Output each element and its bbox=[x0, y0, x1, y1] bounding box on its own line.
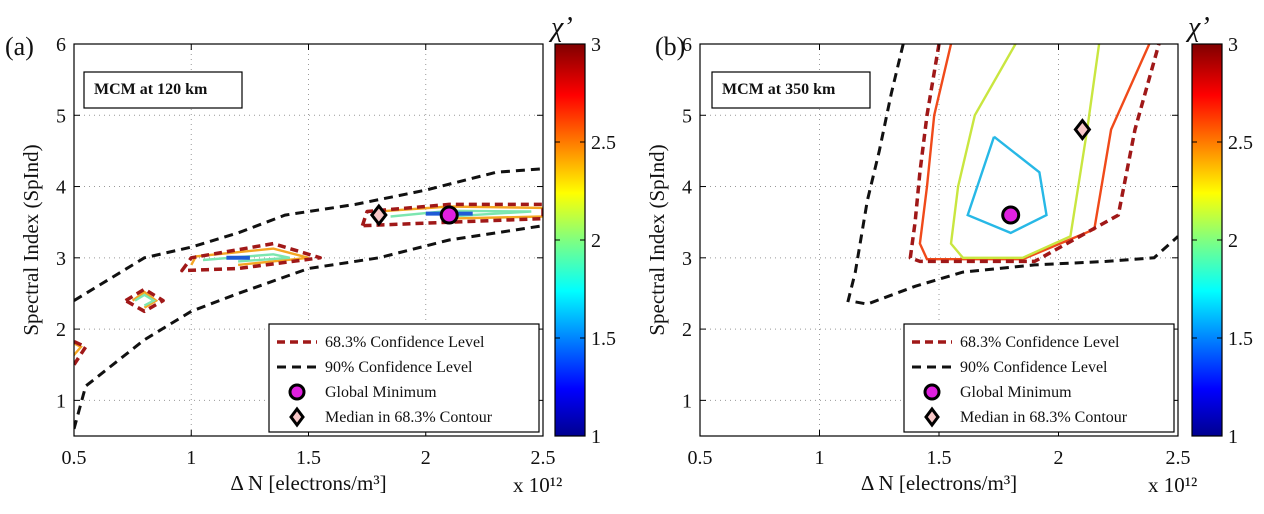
legend-entry-label: 90% Confidence Level bbox=[960, 359, 1108, 376]
y-tick-label: 5 bbox=[56, 105, 66, 127]
ci90-contour-upper bbox=[74, 167, 543, 302]
panel-label: (a) bbox=[5, 32, 34, 61]
colorbar-title: χ’ bbox=[1185, 12, 1210, 43]
legend-swatch-median bbox=[289, 406, 305, 428]
median-marker bbox=[369, 203, 388, 227]
plot-area bbox=[74, 167, 543, 430]
colorbar-tick-label: 2 bbox=[1228, 230, 1238, 252]
x-tick-label: 0.5 bbox=[688, 447, 713, 469]
annotation-text: MCM at 120 km bbox=[94, 81, 208, 98]
x-tick-label: 2 bbox=[1054, 447, 1064, 469]
global-minimum-marker bbox=[439, 205, 459, 225]
x-tick-label: 2.5 bbox=[531, 447, 556, 469]
legend-entry-label: Global Minimum bbox=[960, 384, 1072, 401]
global-minimum-marker bbox=[1001, 205, 1021, 225]
annotation-box bbox=[83, 71, 243, 109]
colorbar-tick-label: 1.5 bbox=[591, 328, 616, 350]
y-tick-label: 4 bbox=[682, 177, 692, 199]
legend: 68.3% Confidence Level 90% Confidence Lev… bbox=[903, 323, 1175, 433]
legend-entry-label: Median in 68.3% Contour bbox=[960, 409, 1128, 426]
x-tick-label: 1 bbox=[815, 447, 825, 469]
y-tick-label: 1 bbox=[682, 390, 692, 412]
legend-entry-label: Median in 68.3% Contour bbox=[325, 409, 493, 426]
legend-swatch-minimum bbox=[288, 383, 306, 401]
y-tick-label: 2 bbox=[56, 319, 66, 341]
legend-entry-label: 68.3% Confidence Level bbox=[325, 334, 485, 351]
x-tick-label: 2 bbox=[421, 447, 431, 469]
contour-level-line bbox=[918, 44, 1151, 261]
colorbar-tick-label: 3 bbox=[591, 34, 601, 56]
ci90-contour bbox=[846, 44, 1178, 306]
x-axis-label: Δ N [electrons/m³] bbox=[861, 471, 1017, 495]
legend-entry-label: Global Minimum bbox=[325, 384, 437, 401]
contour-level-line bbox=[966, 135, 1048, 235]
y-tick-label: 2 bbox=[682, 319, 692, 341]
contour-level-line bbox=[74, 342, 83, 357]
chart-panel-a: 0.5 1 1.5 2 2.5 1 2 3 4 5 6 Δ N [electrons/m³] x 10¹… bbox=[5, 12, 616, 497]
x-tick-label: 1 bbox=[186, 447, 196, 469]
legend-swatch-minimum bbox=[923, 383, 941, 401]
y-axis-label: Spectral Index (SpInd) bbox=[645, 144, 669, 335]
ci68-contour bbox=[180, 241, 322, 273]
contour-level-line bbox=[134, 293, 157, 307]
legend-box bbox=[268, 323, 540, 433]
legend-swatch-median bbox=[924, 406, 940, 428]
y-tick-label: 1 bbox=[56, 390, 66, 412]
x-tick-label: 1.5 bbox=[296, 447, 321, 469]
x-tick-label: 1.5 bbox=[927, 447, 952, 469]
colorbar-tick-label: 2.5 bbox=[591, 132, 616, 154]
legend-box bbox=[903, 323, 1175, 433]
x-tick-label: 0.5 bbox=[62, 447, 87, 469]
legend-entry-label: 68.3% Confidence Level bbox=[960, 334, 1120, 351]
colorbar-tick-label: 2.5 bbox=[1228, 132, 1253, 154]
contour-level-line bbox=[131, 290, 159, 309]
contour-level-line bbox=[949, 44, 1101, 259]
y-tick-label: 3 bbox=[56, 248, 66, 270]
x-multiplier-label: x 10¹² bbox=[513, 473, 562, 497]
x-axis-label: Δ N [electrons/m³] bbox=[230, 471, 386, 495]
annotation-text: MCM at 350 km bbox=[722, 81, 836, 98]
contour-level-line bbox=[390, 209, 532, 218]
y-tick-label: 4 bbox=[56, 177, 66, 199]
plot-area bbox=[846, 44, 1178, 306]
y-tick-label: 3 bbox=[682, 248, 692, 270]
y-tick-label: 6 bbox=[682, 34, 692, 56]
legend-entry-label: 90% Confidence Level bbox=[325, 359, 473, 376]
y-tick-label: 6 bbox=[56, 34, 66, 56]
colorbar-tick-label: 2 bbox=[591, 230, 601, 252]
x-multiplier-label: x 10¹² bbox=[1148, 473, 1197, 497]
ci68-contour bbox=[908, 44, 1161, 264]
colorbar-tick-label: 1 bbox=[1228, 426, 1238, 448]
colorbar-tick-label: 1.5 bbox=[1228, 328, 1253, 350]
colorbar-title: χ’ bbox=[548, 12, 573, 43]
median-marker bbox=[1073, 118, 1092, 141]
panel-label: (b) bbox=[655, 32, 685, 61]
colorbar-tick-label: 3 bbox=[1228, 34, 1238, 56]
y-axis-label: Spectral Index (SpInd) bbox=[19, 144, 43, 335]
annotation-box bbox=[711, 71, 871, 109]
chart-panel-b: 0.5 1 1.5 2 2.5 1 2 3 4 5 6 Δ N [electrons/m³] x 10¹… bbox=[645, 12, 1253, 497]
legend: 68.3% Confidence Level 90% Confidence Lev… bbox=[268, 323, 540, 433]
colorbar-tick-label: 1 bbox=[591, 426, 601, 448]
y-tick-label: 5 bbox=[682, 105, 692, 127]
x-tick-label: 2.5 bbox=[1166, 447, 1191, 469]
contour-level-line bbox=[190, 247, 309, 267]
ci68-contour bbox=[123, 287, 165, 314]
